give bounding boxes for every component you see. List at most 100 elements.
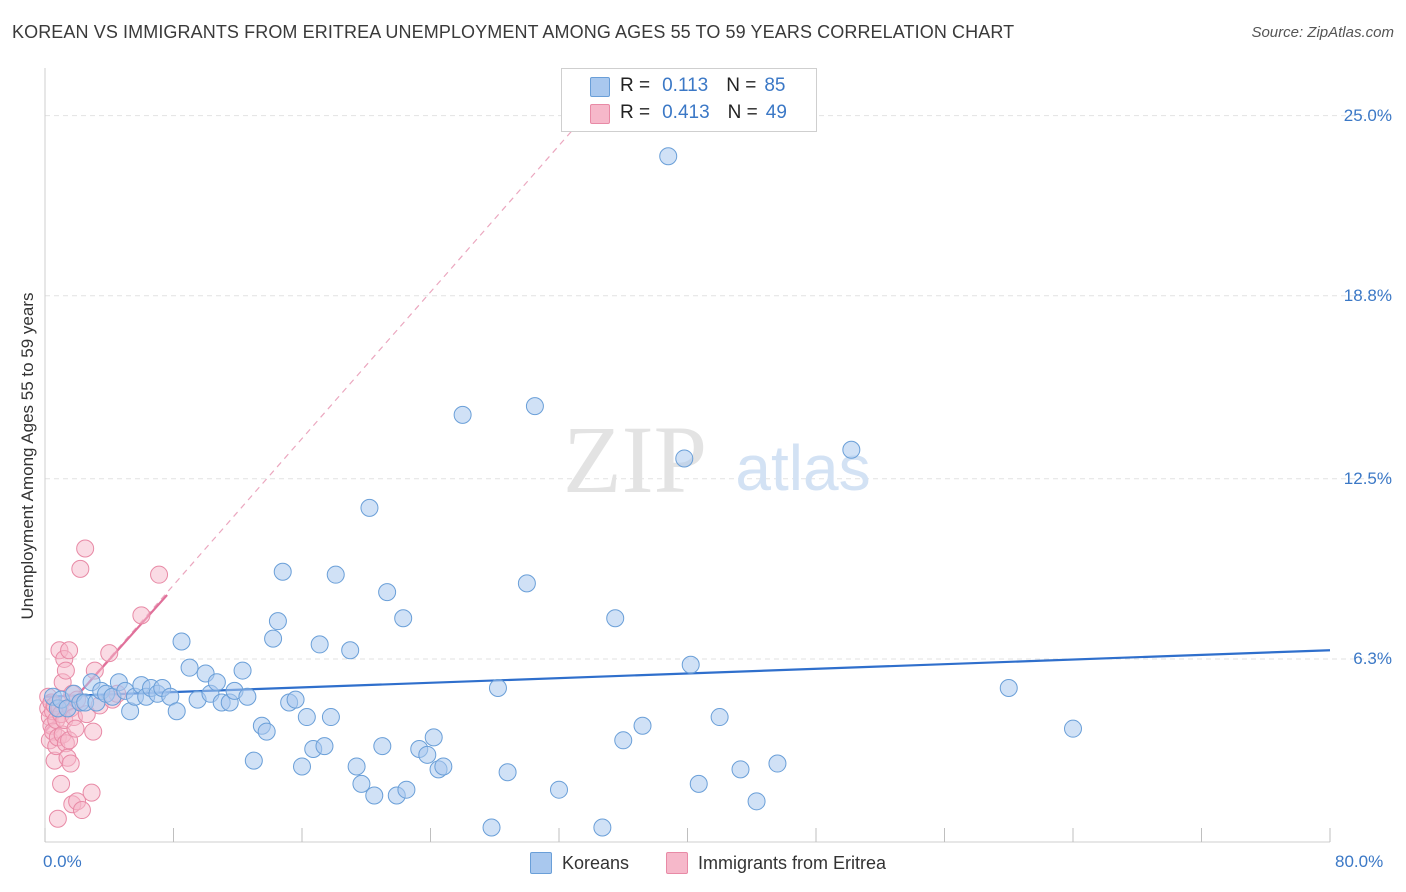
korean-point [768,754,787,773]
r-value: 0.113 [662,75,709,96]
korean-swatch [590,77,610,97]
korean-point [352,774,371,793]
korean-point [233,661,252,680]
korean-point [172,632,191,651]
r-value: 0.413 [662,102,710,123]
eritrea-legend-swatch [666,852,688,874]
eritrea-point [61,754,80,773]
korean-point [297,708,316,727]
korean-point [681,655,700,674]
eritrea-point [48,809,67,828]
korean-point [264,629,283,648]
korean-point [434,757,453,776]
eritrea-swatch [590,104,610,124]
n-label: N = [727,102,758,123]
eritrea-point [84,722,103,741]
n-value: 85 [764,75,786,96]
korean-point [365,786,384,805]
korean-point [273,562,292,581]
korean-point [257,722,276,741]
korean-point [747,792,766,811]
korean-point [167,702,186,721]
korean-point [373,737,392,756]
korean-points [44,147,1082,837]
eritrea-point [132,606,151,625]
korean-point [341,641,360,660]
korean-point [606,609,625,628]
chart-title: KOREAN VS IMMIGRANTS FROM ERITREA UNEMPL… [12,22,1015,42]
eritrea-point [82,783,101,802]
eritrea-point [71,559,90,578]
eritrea-point [66,719,85,738]
legend-row-eritrea: R = 0.413 N = 49 [620,100,787,126]
korean-point [321,708,340,727]
korean-point [593,818,612,837]
series-legend: Koreans Immigrants from Eritrea [0,852,1406,878]
korean-point [689,774,708,793]
y-tick-label: 12.5% [1343,468,1392,488]
eritrea-point [100,644,119,663]
korean-point [614,731,633,750]
korean-point [525,397,544,416]
korean-point [180,658,199,677]
r-label: R = [620,75,651,96]
korean-point [710,708,729,727]
korean-point [482,818,501,837]
eritrea-point [56,661,75,680]
korean-point [397,780,416,799]
legend-label-koreans: Koreans [562,852,630,873]
korean-point [659,147,678,166]
x-tick-max: 80.0% [1335,852,1384,871]
korean-point [378,583,397,602]
eritrea-point [72,801,91,820]
n-value: 49 [765,102,787,123]
r-label: R = [620,102,651,123]
korean-point [675,449,694,468]
korean-point [244,751,263,770]
korean-point [238,687,257,706]
source-credit: Source: ZipAtlas.com [1251,24,1394,41]
korean-point [394,609,413,628]
eritrea-point [52,774,71,793]
grid-lines [45,115,1392,660]
legend-label-eritrea: Immigrants from Eritrea [698,852,887,873]
korean-point [731,760,750,779]
korean-point [293,757,311,776]
korean-point [286,690,305,709]
korean-point [207,673,226,692]
korean-point [453,405,472,424]
korean-point [268,612,287,631]
x-tick-min: 0.0% [43,852,82,871]
y-tick-label: 25.0% [1343,105,1392,125]
korean-point [633,716,652,735]
korean-point [999,679,1018,697]
korean-point [550,780,568,799]
y-tick-label: 6.3% [1353,648,1392,668]
korean-point [418,745,437,764]
korean-point [326,565,345,584]
legend-row-koreans: R = 0.113 N = 85 [620,73,786,99]
eritrea-point [60,641,79,660]
korean-point [315,737,334,756]
korean-legend-swatch [530,852,552,874]
y-tick-label: 18.8% [1343,285,1392,305]
n-label: N = [726,75,757,96]
eritrea-point [150,565,169,584]
korean-point [1064,719,1082,738]
korean-point [347,757,366,776]
korean-point [424,728,443,747]
korean-point [517,574,536,593]
korean-point [498,763,517,782]
korean-point [360,498,379,517]
legend-item-koreans: Koreans [530,852,629,874]
correlation-legend: R = 0.113 N = 85 R = 0.413 N = 49 [561,68,817,132]
eritrea-trend-extension [44,126,576,732]
korean-point [842,440,861,459]
korean-point [488,679,507,697]
eritrea-point [76,539,95,558]
legend-item-eritrea: Immigrants from Eritrea [666,852,886,874]
korean-point [310,635,329,654]
korean-trend-line [44,649,1331,698]
watermark: ZIP atlas [563,406,871,513]
